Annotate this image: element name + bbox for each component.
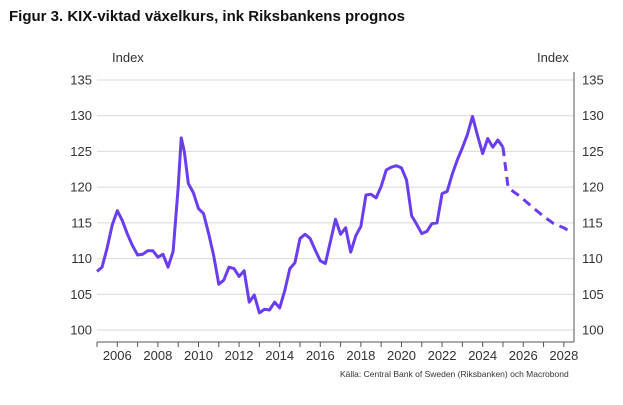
x-tick-label: 2020 (387, 348, 416, 363)
actual-line (96, 114, 505, 315)
x-tick-label: 2014 (265, 348, 294, 363)
y-tick-label-right: 100 (582, 323, 604, 338)
x-tick-label: 2006 (103, 348, 132, 363)
y-tick-label-left: 115 (71, 215, 92, 230)
y-tick-label-left: 135 (70, 73, 92, 88)
x-tick-label: 2022 (428, 348, 457, 363)
chart-title: Figur 3. KIX-viktad växelkurs, ink Riksb… (9, 8, 405, 25)
y-tick-label-left: 105 (70, 287, 92, 302)
x-tick-label: 2018 (346, 348, 375, 363)
x-tick-label: 2008 (143, 348, 172, 363)
y-tick-label-right: 135 (582, 73, 604, 88)
y-tick-label-left: 100 (70, 323, 92, 338)
x-tick-label: 2016 (306, 348, 335, 363)
x-tick-label: 2026 (509, 348, 538, 363)
axes: 100 100 105 105 110 110 115 115 120 120 125 125 130 1… (70, 72, 604, 363)
x-tick-label: 2010 (184, 348, 213, 363)
y-tick-label-right: 125 (582, 144, 604, 159)
y-tick-label-left: 130 (70, 108, 92, 123)
y-tick-label-right: 120 (582, 180, 604, 195)
x-tick-label: 2024 (468, 348, 497, 363)
forecast-line (501, 146, 570, 233)
y-tick-label-right: 110 (582, 251, 603, 266)
y-tick-label-left: 125 (70, 144, 92, 159)
y-tick-label-right: 115 (582, 215, 603, 230)
source-note: Källa: Central Bank of Sweden (Riksbanke… (340, 369, 569, 379)
left-axis-label: Index (112, 50, 144, 65)
y-tick-label-left: 120 (70, 180, 92, 195)
right-axis-label: Index (537, 50, 569, 65)
x-tick-label: 2028 (549, 348, 578, 363)
y-tick-label-left: 110 (71, 251, 92, 266)
y-tick-label-right: 105 (582, 287, 604, 302)
gridlines (97, 79, 574, 331)
x-tick-label: 2012 (225, 348, 254, 363)
series (96, 114, 570, 315)
y-tick-label-right: 130 (582, 108, 604, 123)
